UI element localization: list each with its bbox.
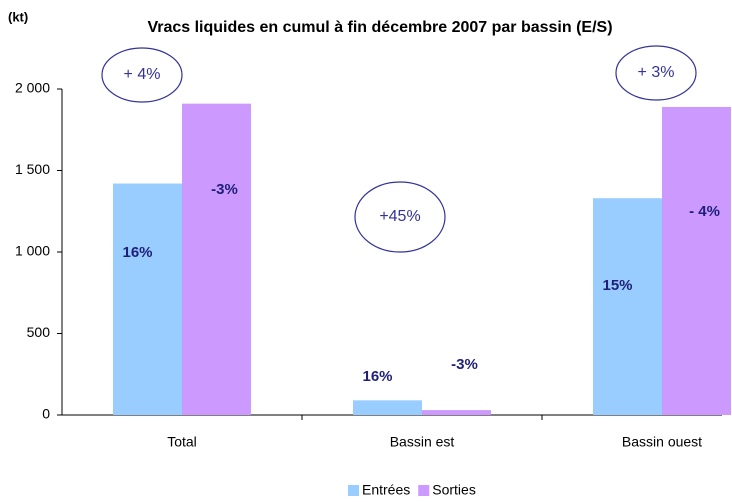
total-annotation: + 3% [638,64,675,81]
total-annotation: + 4% [124,66,161,83]
bar [593,198,662,415]
annotation-circle [101,47,183,103]
bar [182,103,251,416]
y-tick-label: 0 [42,406,50,422]
y-tick-label: 1 000 [15,243,50,259]
x-tick-label: Total [167,434,197,450]
x-tick-label: Bassin est [390,434,455,450]
chart-title: Vracs liquides en cumul à fin décembre 2… [147,19,612,36]
y-tick-label: 2 000 [15,80,50,96]
bar-annotation: 16% [122,244,152,261]
bar [353,400,422,415]
bar [113,183,182,415]
legend-label: Entrées [362,482,410,498]
annotation-circle [354,181,446,253]
x-tick-label: Bassin ouest [622,434,702,450]
bar-annotation: 16% [362,368,392,385]
bar-annotation: -3% [211,181,238,198]
legend-swatch [418,485,430,496]
bar-annotation: -3% [451,356,478,373]
y-tick-label: 500 [27,324,51,340]
y-tick-label: 1 500 [15,161,50,177]
bar-annotation: - 4% [689,203,720,220]
legend-swatch [348,485,359,496]
bar [662,106,731,416]
legend-label: Sorties [432,482,476,498]
annotation-circle [615,45,697,101]
total-annotation: +45% [379,208,420,225]
bar [422,410,491,415]
y-unit-label: (kt) [8,9,28,24]
bar-annotation: 15% [602,277,632,294]
